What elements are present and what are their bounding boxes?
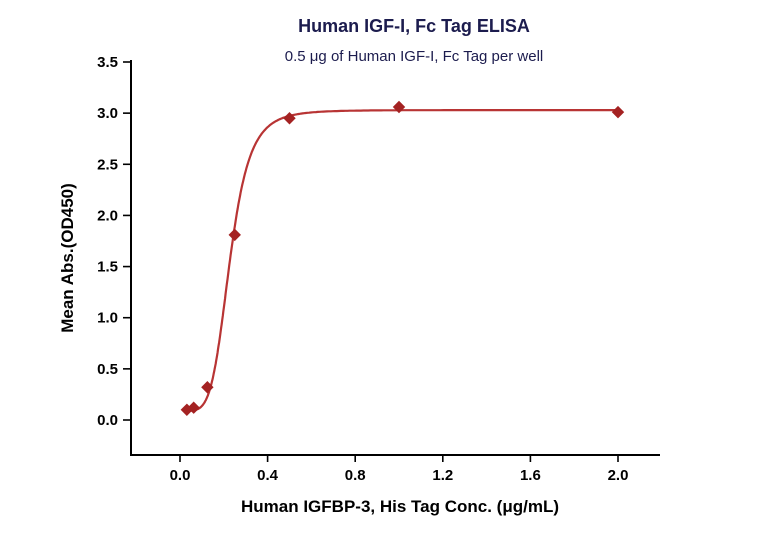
data-point: [611, 105, 625, 119]
x-axis-label: Human IGFBP-3, His Tag Conc. (μg/mL): [241, 497, 559, 516]
data-point: [228, 228, 241, 242]
y-tick-label: 2.0: [97, 207, 118, 224]
chart-subtitle: 0.5 μg of Human IGF-I, Fc Tag per well: [284, 48, 544, 65]
data-point: [392, 100, 406, 114]
data-point: [201, 381, 214, 394]
x-tick-label: 2.0: [608, 467, 629, 484]
y-tick-label: 1.0: [97, 310, 118, 327]
x-tick-label: 0.0: [170, 467, 191, 484]
chart-title: Human IGF-I, Fc Tag ELISA: [298, 16, 530, 36]
y-tick-label: 0.5: [97, 361, 118, 378]
y-tick-label: 2.5: [97, 156, 118, 173]
x-tick-label: 0.8: [345, 467, 366, 484]
x-tick-label: 1.6: [520, 467, 541, 484]
x-tick-label: 0.4: [257, 467, 279, 484]
x-tick-label: 1.2: [432, 467, 453, 484]
y-tick-label: 3.0: [97, 105, 118, 122]
y-tick-label: 0.0: [97, 412, 118, 429]
fit-curve: [185, 109, 618, 412]
data-point: [187, 401, 200, 414]
y-tick-label: 3.5: [97, 54, 118, 71]
y-tick-label: 1.5: [97, 259, 118, 276]
data-point: [283, 112, 296, 125]
